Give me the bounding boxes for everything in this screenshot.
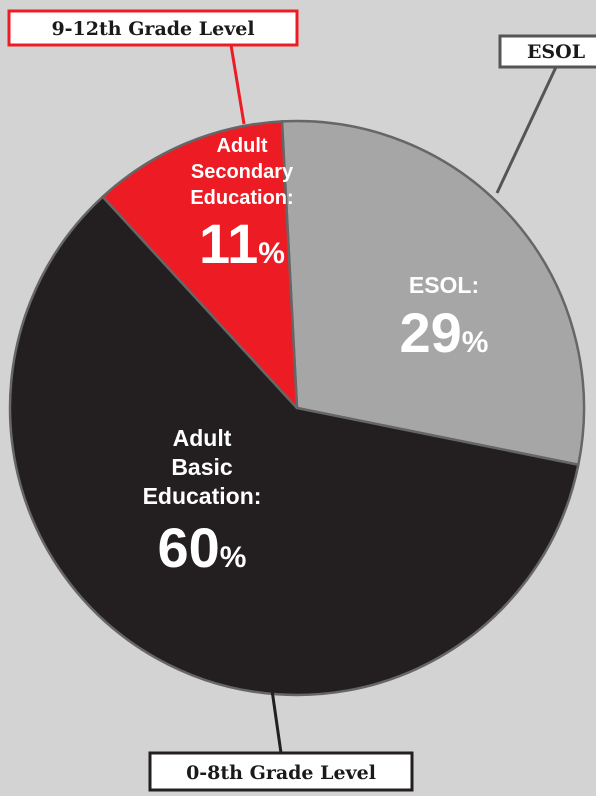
- callout-box-esol: [498, 34, 596, 69]
- callout-box-9-12th: [7, 9, 299, 47]
- callout-text-esol: ESOL: [527, 41, 585, 63]
- slice-percent-esol: %: [462, 326, 489, 359]
- connector-9-12th: [229, 44, 246, 125]
- slice-value-ase: 11: [199, 212, 258, 275]
- slice-label-ase-value: 11%: [199, 212, 285, 275]
- callout-box-0-8th: [148, 751, 414, 792]
- slice-percent-abe: %: [220, 541, 247, 574]
- connector-esol: [495, 66, 558, 194]
- slice-value-esol: 29: [400, 301, 462, 364]
- slice-esol: [280, 119, 586, 466]
- slice-label-ase-line3: Education:: [190, 187, 293, 209]
- connector-0-8th: [270, 689, 283, 754]
- callout-connectors: [229, 44, 558, 754]
- callout-text-0-8th: 0-8th Grade Level: [186, 762, 376, 784]
- slice-label-abe-line3: Education:: [143, 483, 262, 509]
- slice-adult-secondary-education: [101, 120, 299, 410]
- slice-label-abe-line1: Adult: [173, 425, 232, 451]
- slice-labels: ESOL: 29% Adult Basic Education: 60% Adu…: [143, 135, 489, 579]
- slice-label-ase-line1: Adult: [216, 135, 267, 157]
- slice-label-abe-line2: Basic: [171, 454, 233, 480]
- slice-adult-basic-education: [8, 195, 580, 697]
- callout-text-9-12th: 9-12th Grade Level: [51, 18, 254, 40]
- slice-label-abe-value: 60%: [158, 516, 247, 579]
- callout-boxes: ESOL 9-12th Grade Level 0-8th Grade Leve…: [7, 9, 596, 792]
- slice-percent-ase: %: [258, 237, 285, 270]
- pie-slices: [8, 119, 586, 697]
- slice-label-esol-name: ESOL:: [409, 272, 479, 298]
- slice-label-esol-value: 29%: [400, 301, 489, 364]
- slice-value-abe: 60: [158, 516, 220, 579]
- slice-label-ase-line2: Secondary: [191, 161, 294, 183]
